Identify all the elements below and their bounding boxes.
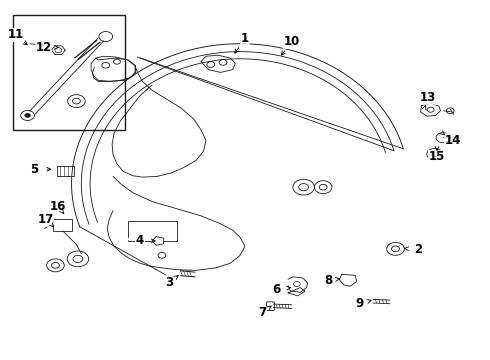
Text: 9: 9 bbox=[356, 297, 364, 310]
Bar bbox=[13, 15, 125, 130]
Bar bbox=[53, 220, 72, 231]
Text: 10: 10 bbox=[283, 35, 299, 49]
Text: 1: 1 bbox=[241, 32, 249, 45]
Text: 2: 2 bbox=[415, 243, 422, 256]
Text: 11: 11 bbox=[7, 28, 24, 41]
Polygon shape bbox=[152, 237, 163, 245]
Circle shape bbox=[24, 113, 30, 118]
Bar bbox=[57, 166, 74, 176]
Text: 7: 7 bbox=[258, 306, 266, 319]
Text: 11: 11 bbox=[7, 28, 24, 41]
FancyBboxPatch shape bbox=[267, 302, 274, 311]
Text: 6: 6 bbox=[272, 283, 281, 296]
Text: 17: 17 bbox=[38, 213, 54, 226]
Text: 14: 14 bbox=[444, 134, 461, 147]
Text: 3: 3 bbox=[165, 276, 173, 289]
Text: 12: 12 bbox=[36, 41, 52, 54]
Circle shape bbox=[128, 237, 133, 241]
Bar bbox=[128, 221, 176, 241]
Text: 15: 15 bbox=[429, 150, 445, 163]
Text: 4: 4 bbox=[136, 234, 144, 247]
Text: 16: 16 bbox=[50, 201, 67, 213]
Text: 13: 13 bbox=[420, 91, 437, 104]
Text: 5: 5 bbox=[30, 163, 38, 176]
Text: 8: 8 bbox=[324, 274, 332, 287]
